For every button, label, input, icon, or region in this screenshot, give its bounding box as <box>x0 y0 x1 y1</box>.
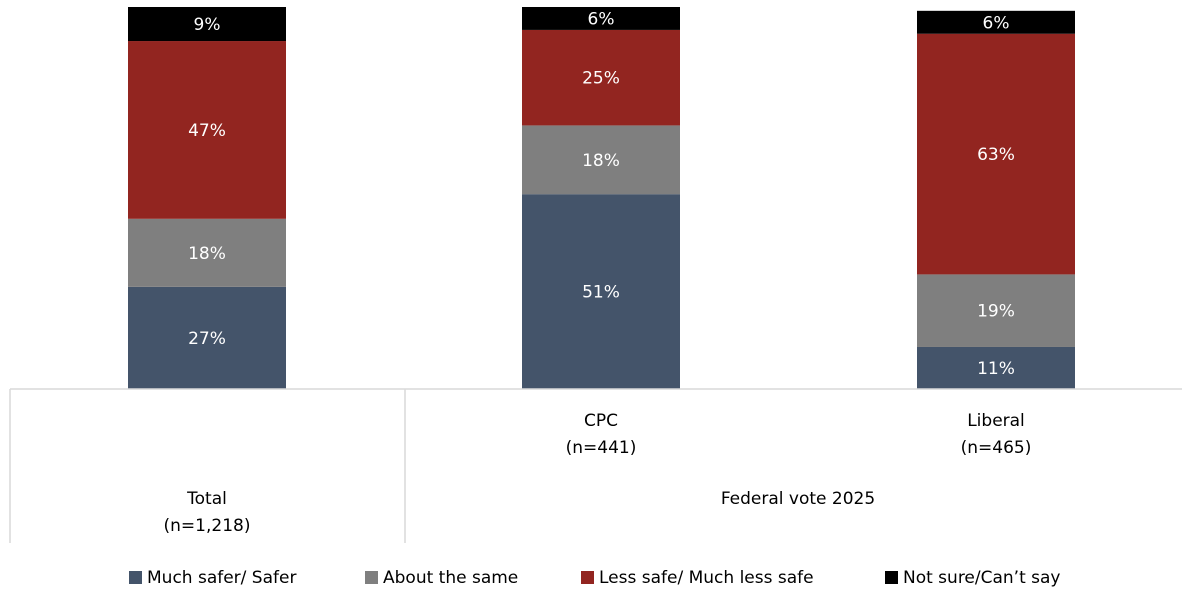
data-label-about-same-liberal: 19% <box>977 302 1015 322</box>
data-label-less-safe-liberal: 63% <box>977 145 1015 165</box>
data-label-less-safe-cpc: 25% <box>582 69 620 89</box>
legend-swatch-less-safe <box>581 571 594 584</box>
bar-much-safer-liberal <box>917 346 1075 389</box>
category-n-total: (n=1,218) <box>164 516 251 536</box>
data-label-much-safer-cpc: 51% <box>582 283 620 303</box>
legend-label-less-safe: Less safe/ Much less safe <box>599 568 814 588</box>
data-label-not-sure-cpc: 6% <box>588 9 615 29</box>
category-label-cpc: CPC <box>584 411 618 431</box>
bar-less-safe-liberal <box>917 33 1075 275</box>
data-label-not-sure-liberal: 6% <box>983 13 1010 33</box>
bar-about-same-liberal <box>917 274 1075 347</box>
category-axis: Total (n=1,218) CPC (n=441) Liberal (n=4… <box>9 388 1182 543</box>
legend-swatch-about-same <box>365 571 378 584</box>
bar-much-safer-total <box>128 286 286 389</box>
group-label-federal-vote: Federal vote 2025 <box>721 489 875 509</box>
bar-not-sure-cpc <box>522 7 680 30</box>
category-n-cpc: (n=441) <box>566 438 637 458</box>
data-label-much-safer-total: 27% <box>188 329 226 349</box>
bar-less-safe-total <box>128 41 286 219</box>
data-label-about-same-total: 18% <box>188 244 226 264</box>
bar-less-safe-cpc <box>522 29 680 126</box>
bars: 27% 18% 47% 9% 51% 18% 25% 6% 11% 19% 63% 6% <box>128 7 1075 389</box>
bar-much-safer-cpc <box>522 194 680 389</box>
category-n-liberal: (n=465) <box>961 438 1032 458</box>
bar-about-same-cpc <box>522 125 680 195</box>
data-label-less-safe-total: 47% <box>188 121 226 141</box>
data-label-not-sure-total: 9% <box>194 15 221 35</box>
data-label-much-safer-liberal: 11% <box>977 359 1015 379</box>
bar-about-same-total <box>128 218 286 287</box>
data-label-about-same-cpc: 18% <box>582 151 620 171</box>
category-label-liberal: Liberal <box>967 411 1025 431</box>
bar-not-sure-liberal <box>917 10 1075 34</box>
legend-label-not-sure: Not sure/Can’t say <box>903 568 1061 588</box>
category-label-total: Total <box>186 489 227 509</box>
legend-swatch-much-safer <box>129 571 142 584</box>
legend-swatch-not-sure <box>885 571 898 584</box>
legend: Much safer/ Safer About the same Less sa… <box>129 568 1061 588</box>
legend-label-much-safer: Much safer/ Safer <box>147 568 296 588</box>
bar-not-sure-total <box>128 7 286 42</box>
legend-label-about-same: About the same <box>383 568 518 588</box>
